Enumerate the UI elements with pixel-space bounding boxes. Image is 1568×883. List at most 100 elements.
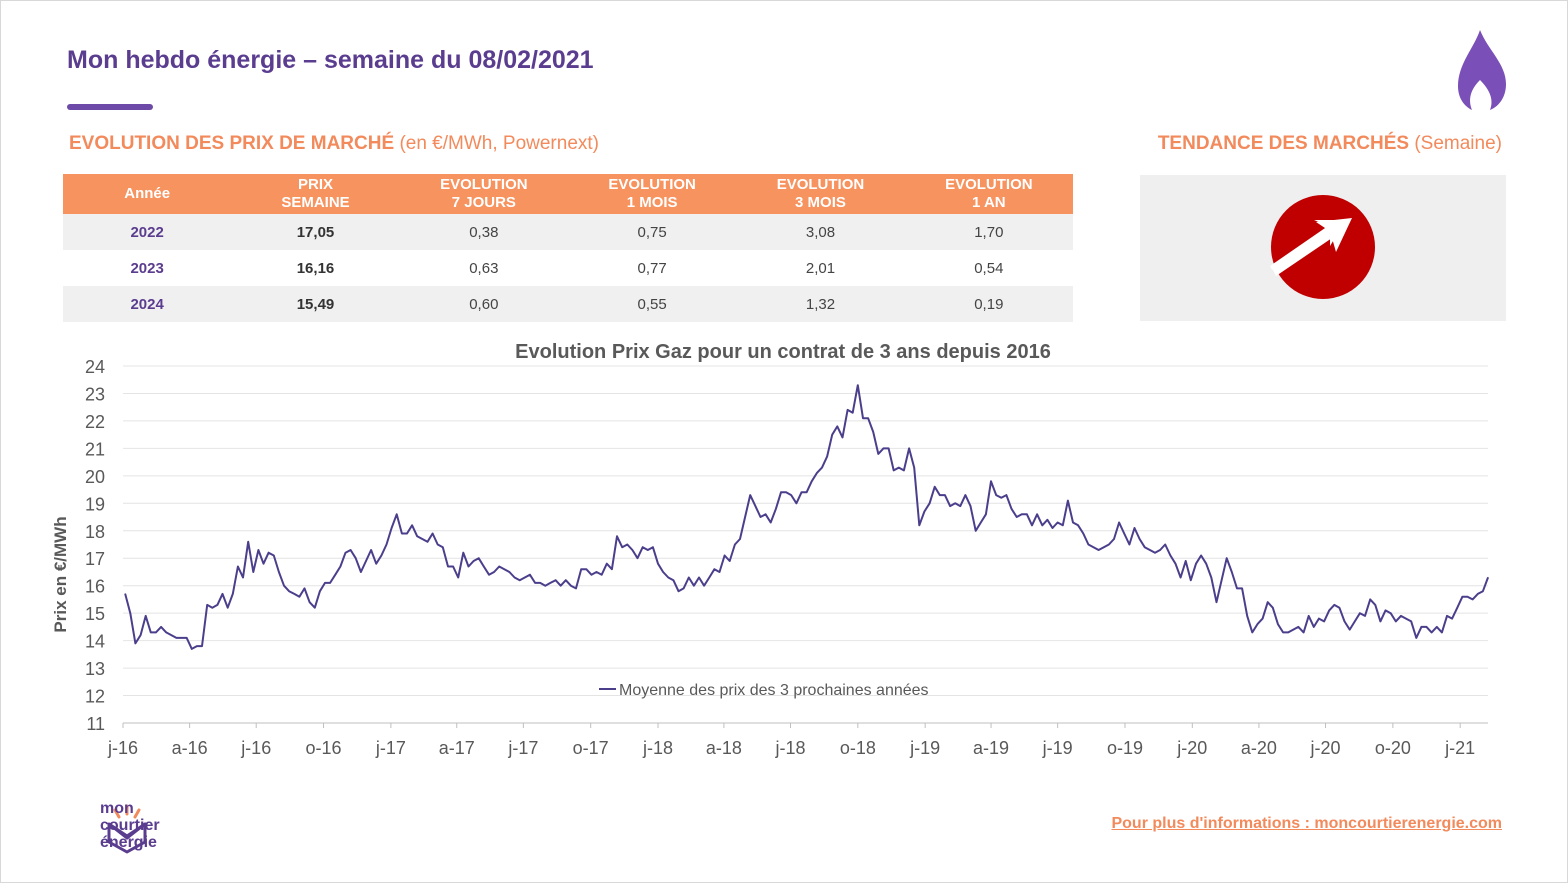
header-evol-1y-line1: EVOLUTION bbox=[945, 176, 1033, 193]
more-info-link[interactable]: Pour plus d'informations : moncourtieren… bbox=[1111, 815, 1502, 832]
data-point bbox=[134, 642, 136, 644]
data-point bbox=[1323, 620, 1325, 622]
data-point bbox=[385, 543, 388, 546]
data-point bbox=[447, 565, 449, 568]
header-evol-7d-line2: 7 JOURS bbox=[451, 194, 516, 211]
data-point bbox=[1000, 497, 1002, 499]
header-evol-1m: EVOLUTION 1 MOIS bbox=[567, 174, 737, 214]
data-point bbox=[1308, 615, 1310, 617]
data-point bbox=[667, 576, 669, 579]
y-tick-label: 15 bbox=[85, 604, 105, 624]
data-point bbox=[186, 637, 188, 639]
data-point bbox=[1231, 571, 1233, 573]
x-tick-label: j-17 bbox=[375, 738, 406, 758]
y-tick-label: 20 bbox=[85, 467, 105, 487]
data-point bbox=[1251, 631, 1253, 633]
data-point bbox=[1169, 554, 1171, 557]
data-point bbox=[227, 607, 229, 609]
data-point bbox=[1425, 626, 1428, 628]
data-point bbox=[713, 568, 716, 570]
arrow-up-right-icon bbox=[1270, 195, 1375, 299]
data-point bbox=[903, 469, 905, 471]
data-point bbox=[539, 582, 541, 584]
header-evol-7d-line1: EVOLUTION bbox=[440, 176, 528, 193]
data-point bbox=[652, 546, 654, 548]
data-point bbox=[529, 574, 531, 576]
data-point bbox=[621, 546, 623, 548]
data-point bbox=[1016, 516, 1018, 518]
data-point bbox=[1277, 623, 1279, 625]
data-point bbox=[1246, 615, 1248, 617]
data-point bbox=[611, 568, 613, 570]
table-row: 2023 16,16 0,63 0,77 2,01 0,54 bbox=[63, 250, 1073, 286]
data-point bbox=[155, 631, 157, 633]
cell-price: 16,16 bbox=[231, 250, 400, 286]
data-point bbox=[959, 505, 961, 507]
cell-evol-7d: 0,38 bbox=[399, 214, 568, 250]
x-tick-label: o-17 bbox=[573, 738, 609, 758]
data-point bbox=[744, 516, 746, 518]
data-point bbox=[140, 634, 142, 636]
data-point bbox=[303, 587, 306, 589]
data-point bbox=[391, 527, 393, 529]
y-tick-label: 21 bbox=[85, 439, 105, 459]
data-point bbox=[1174, 563, 1177, 565]
data-point bbox=[985, 513, 987, 515]
data-point bbox=[1262, 618, 1264, 620]
data-point bbox=[191, 648, 193, 650]
table-row: 2024 15,49 0,60 0,55 1,32 0,19 bbox=[63, 286, 1073, 322]
data-point bbox=[1144, 546, 1146, 548]
trend-panel bbox=[1140, 175, 1506, 321]
data-point bbox=[990, 480, 992, 482]
data-point bbox=[898, 467, 900, 469]
header-price: PRIX SEMAINE bbox=[231, 174, 400, 214]
y-tick-label: 18 bbox=[85, 522, 105, 542]
data-point bbox=[934, 486, 936, 488]
data-point bbox=[923, 510, 926, 513]
data-point bbox=[626, 543, 628, 546]
data-point bbox=[1159, 549, 1161, 551]
data-point bbox=[1333, 604, 1335, 606]
y-tick-label: 11 bbox=[86, 714, 105, 734]
data-point bbox=[1128, 543, 1130, 546]
data-point bbox=[683, 587, 685, 589]
x-tick-label: j-16 bbox=[107, 738, 138, 758]
data-point bbox=[636, 557, 639, 559]
data-point bbox=[1461, 596, 1463, 598]
data-point bbox=[216, 604, 218, 606]
y-tick-label: 23 bbox=[85, 384, 105, 404]
data-point bbox=[1415, 637, 1417, 639]
data-point bbox=[473, 560, 475, 562]
data-point bbox=[1405, 618, 1407, 620]
data-point bbox=[1318, 618, 1320, 620]
data-point bbox=[360, 571, 362, 573]
y-axis-label: Prix en €/MWh bbox=[51, 516, 70, 632]
data-point bbox=[1010, 508, 1013, 510]
data-point bbox=[1477, 593, 1479, 595]
x-tick-label: j-18 bbox=[774, 738, 805, 758]
data-point bbox=[739, 538, 741, 540]
market-prices-heading-bold: EVOLUTION DES PRIX DE MARCHÉ bbox=[69, 133, 395, 154]
data-point bbox=[1092, 546, 1095, 548]
data-point bbox=[1164, 543, 1166, 546]
data-point bbox=[262, 563, 265, 565]
data-point bbox=[1118, 521, 1120, 524]
market-prices-heading-unit: (en €/MWh, Powernext) bbox=[399, 133, 600, 154]
cell-evol-1y: 0,54 bbox=[904, 250, 1073, 286]
data-point bbox=[309, 601, 311, 603]
chart-grid bbox=[123, 365, 1488, 724]
cell-evol-1m: 0,55 bbox=[567, 286, 737, 322]
prices-table: Année PRIX SEMAINE EVOLUTION 7 JOURS EVOLU… bbox=[63, 174, 1073, 322]
data-point bbox=[913, 467, 915, 469]
data-point bbox=[790, 494, 792, 496]
data-point bbox=[196, 645, 198, 647]
data-point bbox=[503, 568, 505, 570]
data-point bbox=[1051, 527, 1054, 529]
data-point bbox=[237, 565, 239, 568]
data-point bbox=[1098, 549, 1100, 551]
data-point bbox=[754, 505, 757, 507]
data-point bbox=[1036, 513, 1038, 515]
y-tick-label: 24 bbox=[85, 357, 105, 377]
data-point bbox=[1456, 607, 1458, 609]
data-point bbox=[1282, 631, 1284, 633]
